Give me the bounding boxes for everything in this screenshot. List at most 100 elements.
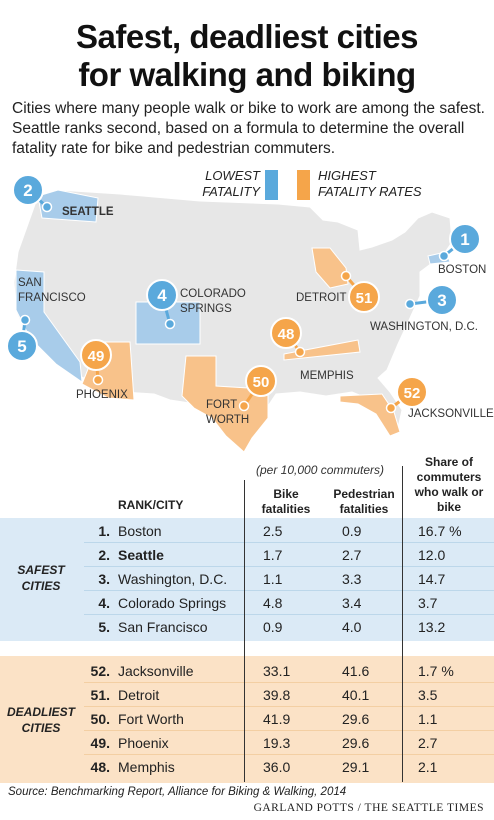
- bike-value-cell: 4.8: [263, 595, 283, 611]
- marker-dot: [164, 318, 176, 330]
- chart-title-line-2: for walking and biking: [78, 56, 416, 93]
- map-marker-san-francisco: 5 SAN FRANCISCO: [6, 277, 86, 362]
- bike-value-cell: 0.9: [263, 619, 283, 635]
- row-divider: [84, 566, 494, 567]
- bike-value-cell: 41.9: [263, 711, 291, 727]
- map-marker-colorado-springs: 4 COLORADO SPRINGS: [146, 279, 246, 330]
- column-rule-1: [244, 480, 245, 782]
- city-cell: Boston: [118, 523, 162, 539]
- pedestrian-value-cell: 2.7: [342, 547, 362, 563]
- city-cell: San Francisco: [118, 619, 208, 635]
- row-divider: [84, 682, 494, 683]
- share-value-cell: 16.7 %: [418, 523, 462, 539]
- table-row: 49. Phoenix 19.3 29.6 2.7: [0, 731, 494, 755]
- marker-balloon: [426, 284, 458, 316]
- credit-line: GARLAND POTTS / THE SEATTLE TIMES: [253, 802, 484, 814]
- pedestrian-value-cell: 0.9: [342, 523, 362, 539]
- marker-rank-label: 3: [437, 291, 446, 310]
- map-marker-jacksonville: 52 JACKSONVILLE: [385, 376, 494, 420]
- table-row: 3. Washington, D.C. 1.1 3.3 14.7: [0, 567, 494, 591]
- table-row: 5. San Francisco 0.9 4.0 13.2: [0, 615, 494, 639]
- marker-city-label: BOSTON: [438, 264, 486, 276]
- row-divider: [84, 730, 494, 731]
- marker-dot: [438, 250, 450, 262]
- city-cell: Washington, D.C.: [118, 571, 228, 587]
- marker-balloon: [146, 279, 178, 311]
- share-value-cell: 12.0: [418, 547, 446, 563]
- share-value-cell: 14.7: [418, 571, 446, 587]
- marker-rank-label: 5: [17, 337, 26, 356]
- marker-balloon: [245, 365, 277, 397]
- marker-dot: [340, 270, 352, 282]
- marker-rank-label: 51: [356, 290, 373, 307]
- safest-band: [0, 518, 494, 641]
- share-value-cell: 1.7 %: [418, 663, 454, 679]
- share-value-cell: 13.2: [418, 619, 446, 635]
- marker-city-label: WASHINGTON, D.C.: [370, 321, 478, 333]
- map-marker-boston: 1 BOSTON: [438, 223, 486, 276]
- share-value-cell: 1.1: [418, 711, 438, 727]
- marker-balloon: [6, 330, 38, 362]
- col-header-pedestrian: Pedestrian fatalities: [322, 487, 406, 517]
- table-row: 52. Jacksonville 33.1 41.6 1.7 %: [0, 659, 494, 683]
- bike-value-cell: 33.1: [263, 663, 291, 679]
- bike-value-cell: 39.8: [263, 687, 291, 703]
- marker-rank-label: 49: [88, 348, 105, 365]
- group-label-deadliest-line-2: CITIES: [21, 721, 61, 735]
- city-cell: Colorado Springs: [118, 595, 227, 611]
- group-label-safest: SAFEST CITIES: [2, 562, 80, 594]
- col-header-bike-line-2: fatalities: [261, 502, 311, 516]
- rank-cell: 1.: [98, 523, 110, 539]
- marker-dot: [294, 346, 306, 358]
- legend-highest-line-2: FATALITY RATES: [318, 184, 422, 199]
- legend-highest-swatch: [297, 170, 310, 200]
- us-map: [13, 189, 453, 453]
- map-marker-phoenix: 49 PHOENIX: [76, 339, 128, 401]
- row-divider: [84, 542, 494, 543]
- bike-value-cell: 1.1: [263, 571, 283, 587]
- pedestrian-value-cell: 3.4: [342, 595, 362, 611]
- marker-dot: [404, 298, 416, 310]
- rank-cell: 49.: [90, 735, 110, 751]
- marker-rank-label: 4: [157, 286, 167, 305]
- marker-dot: [92, 374, 104, 386]
- marker-balloon: [80, 339, 112, 371]
- bike-value-cell: 2.5: [263, 523, 283, 539]
- rank-cell: 4.: [98, 595, 110, 611]
- share-value-cell: 2.1: [418, 759, 438, 775]
- pedestrian-value-cell: 3.3: [342, 571, 362, 587]
- map-marker-washington-d-c: 3 WASHINGTON, D.C.: [370, 284, 478, 333]
- state-texas: [181, 355, 269, 453]
- state-washington: [37, 189, 99, 223]
- marker-rank-label: 2: [23, 181, 32, 200]
- marker-city-label: PHOENIX: [76, 389, 128, 401]
- chart-title-line-1: Safest, deadliest cities: [76, 18, 419, 55]
- rank-cell: 48.: [90, 759, 110, 775]
- map-marker-layer: 2 SEATTLE 1 BOSTON 4 COLORADO SPRINGS 5 SAN FRANC…: [6, 174, 494, 426]
- pedestrian-value-cell: 29.6: [342, 735, 370, 751]
- pedestrian-value-cell: 41.6: [342, 663, 370, 679]
- table-row: 4. Colorado Springs 4.8 3.4 3.7: [0, 591, 494, 615]
- table-row: 2. Seattle 1.7 2.7 12.0: [0, 543, 494, 567]
- rank-cell: 51.: [90, 687, 110, 703]
- bike-value-cell: 1.7: [263, 547, 283, 563]
- source-note: Source: Benchmarking Report, Alliance fo…: [8, 786, 347, 798]
- col-header-ped-line-2: fatalities: [339, 502, 389, 516]
- marker-city-label: DETROIT: [296, 292, 346, 304]
- marker-balloon: [396, 376, 428, 408]
- marker-rank-label: 52: [404, 385, 421, 402]
- bike-value-cell: 19.3: [263, 735, 291, 751]
- marker-balloon: [12, 174, 44, 206]
- marker-dot: [19, 314, 31, 326]
- pedestrian-value-cell: 29.6: [342, 711, 370, 727]
- table-row: 50. Fort Worth 41.9 29.6 1.1: [0, 707, 494, 731]
- row-divider: [84, 754, 494, 755]
- group-label-safest-line-2: CITIES: [21, 579, 61, 593]
- table-row: 1. Boston 2.5 0.9 16.7 %: [0, 519, 494, 543]
- group-label-deadliest-line-1: DEADLIEST: [6, 705, 75, 719]
- marker-balloon: [348, 281, 380, 313]
- legend-lowest-line-1: LOWEST: [205, 168, 260, 183]
- city-cell: Jacksonville: [118, 663, 194, 679]
- chart-subtitle: Cities where many people walk or bike to…: [12, 100, 485, 157]
